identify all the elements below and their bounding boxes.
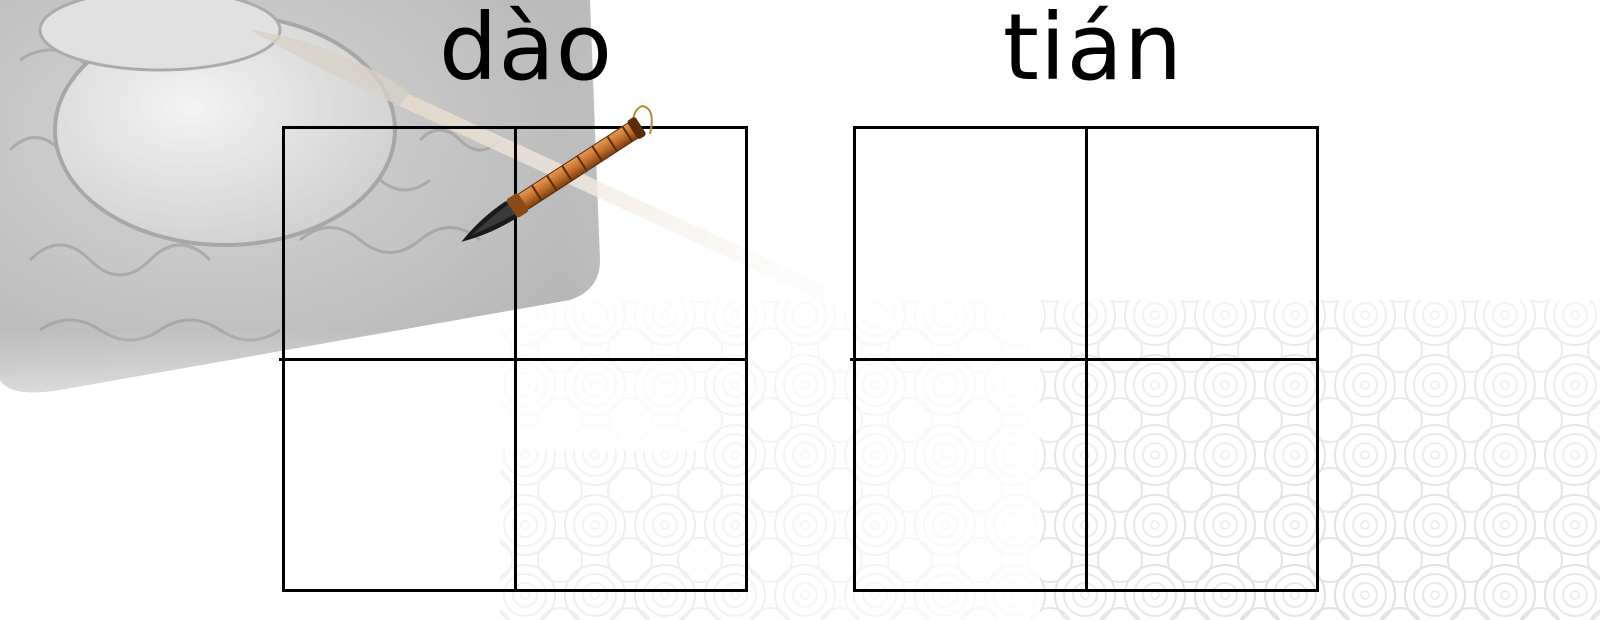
writing-grid-2[interactable] xyxy=(850,126,1319,592)
grid-horizontal-divider xyxy=(850,357,1316,361)
writing-grid-1[interactable] xyxy=(279,126,748,592)
pinyin-label-2: tián xyxy=(1002,0,1184,101)
pinyin-label-1: dào xyxy=(438,0,614,101)
inkstone-image xyxy=(0,0,600,393)
grid-horizontal-divider xyxy=(279,357,745,361)
